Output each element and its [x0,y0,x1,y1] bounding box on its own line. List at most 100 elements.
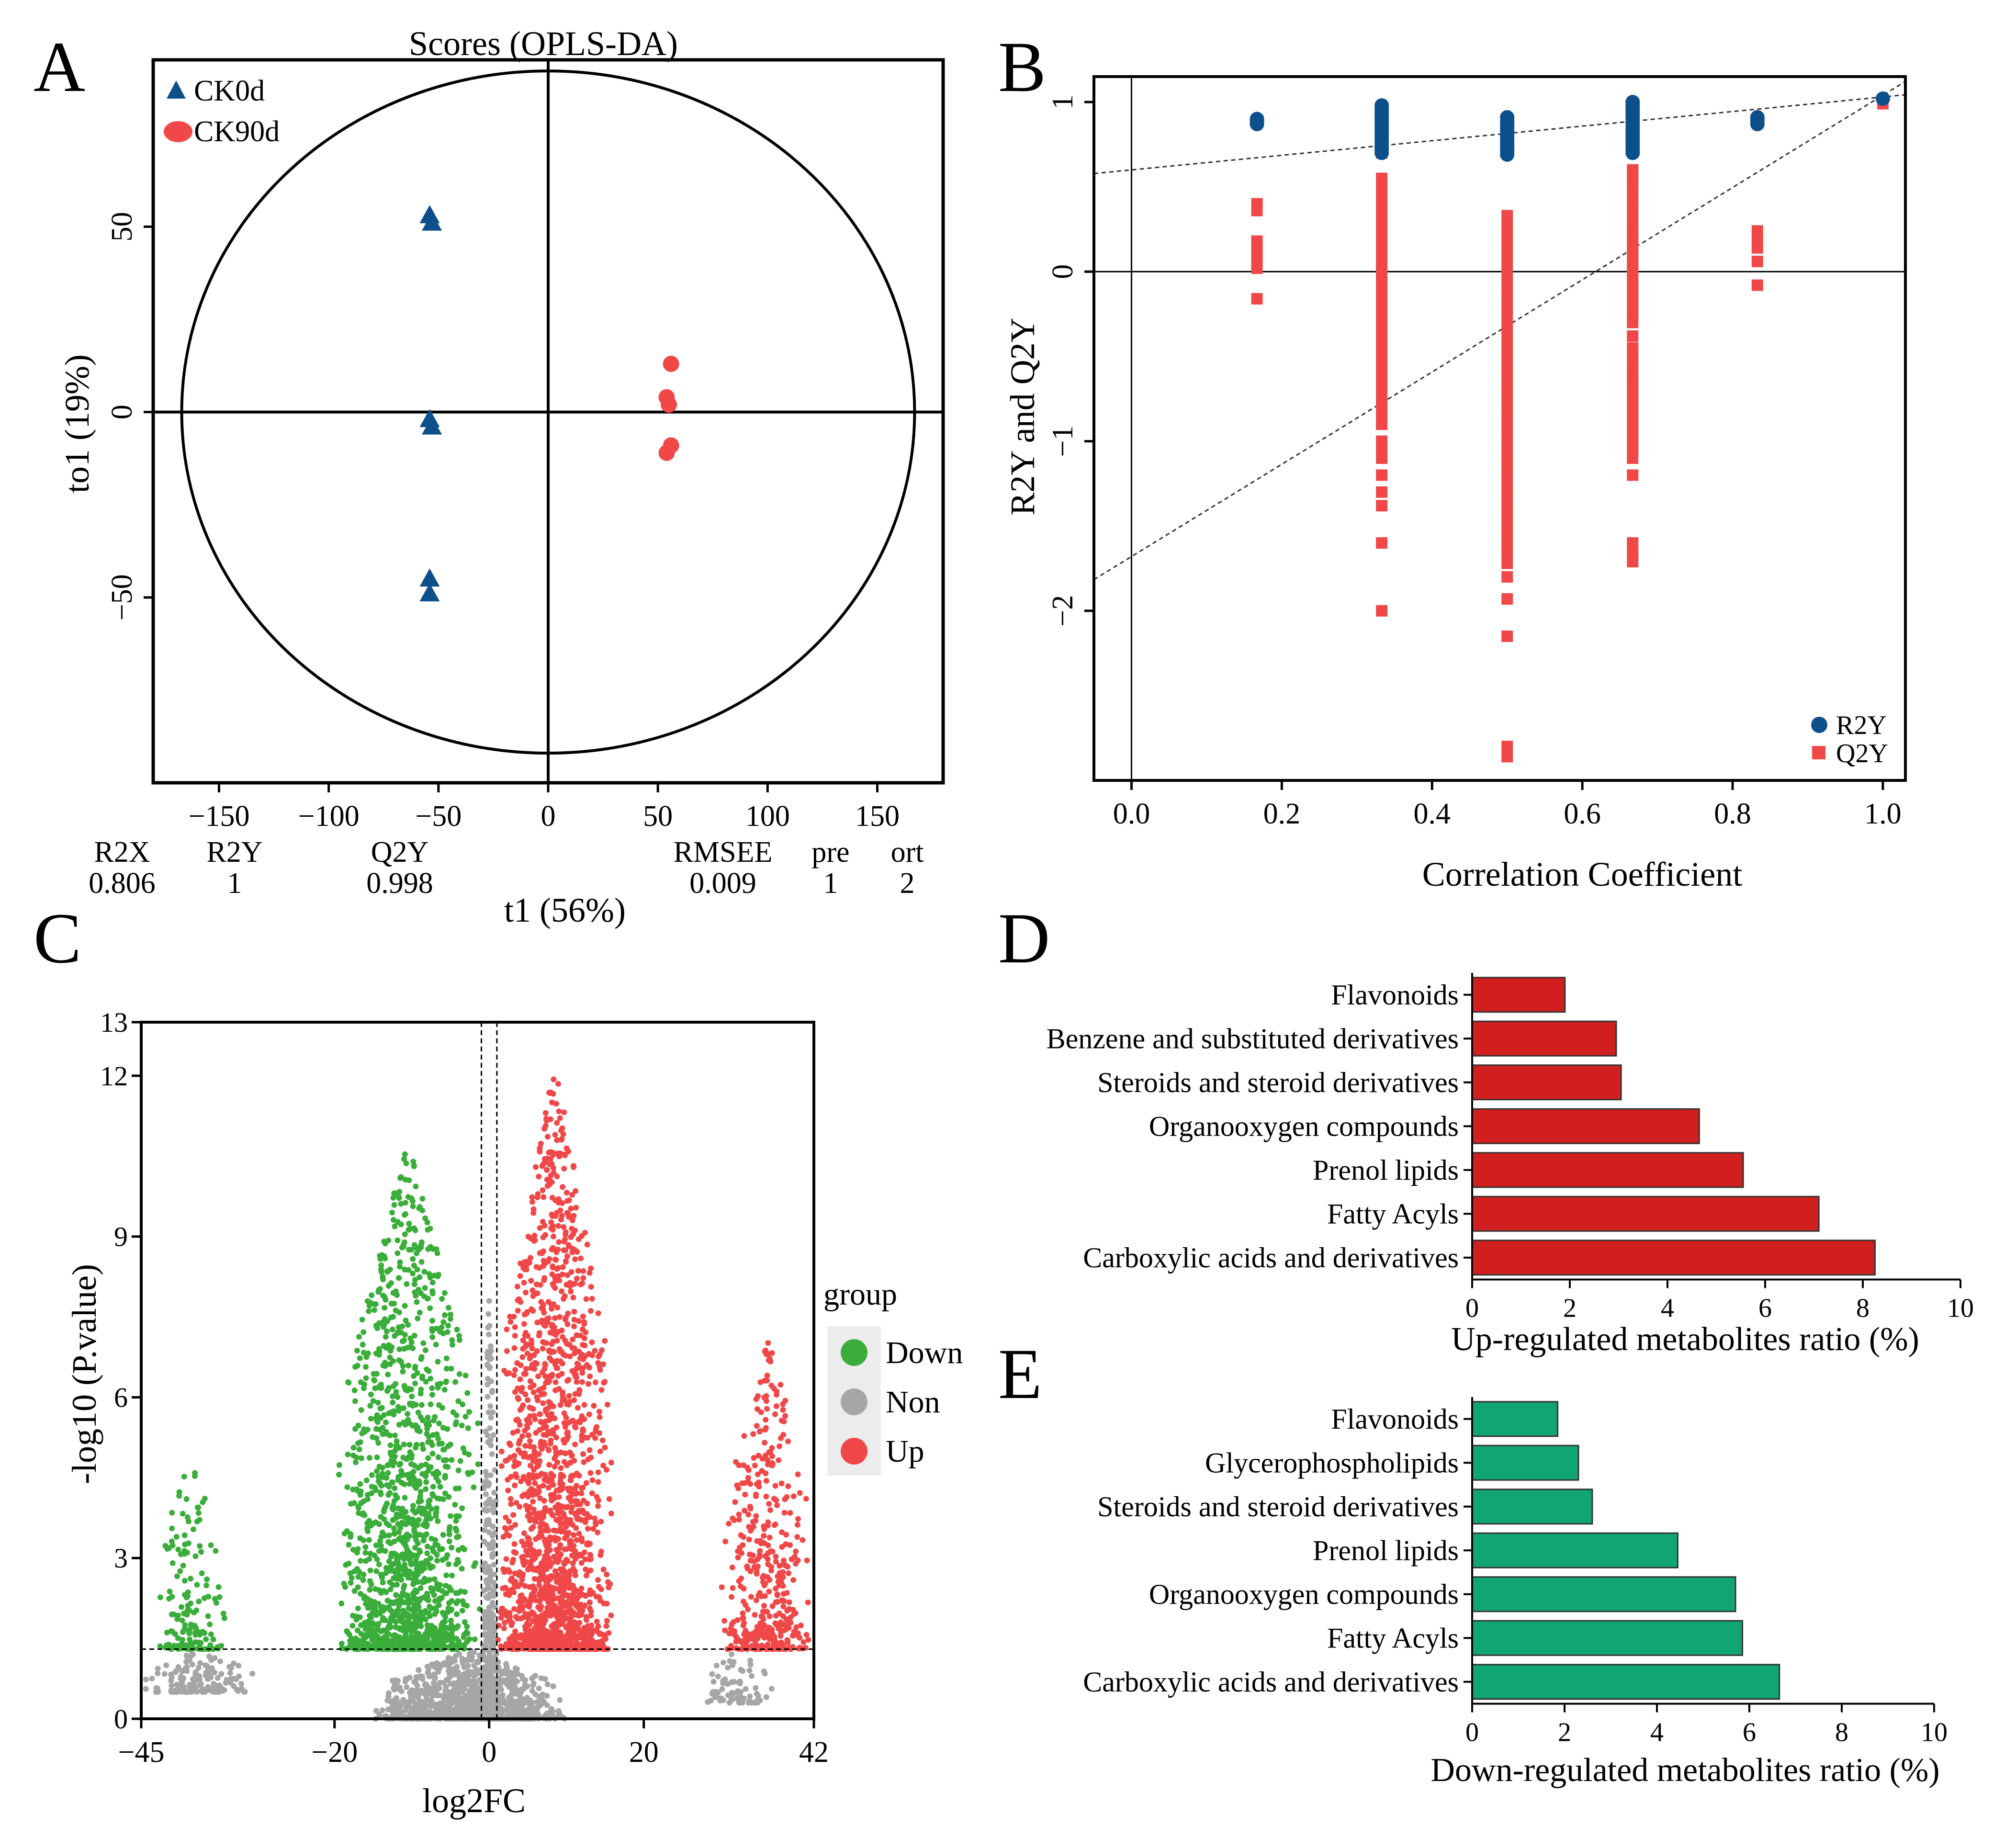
volcano-point-down-1-1302 [411,1281,417,1287]
volcano-point-non-2-346 [489,1612,495,1618]
volcano-point-down-1-1485 [370,1521,376,1527]
volcano-point-down-1-1175 [401,1481,407,1488]
volcano-point-non-1-946 [511,1671,517,1677]
volcano-point-down-0-132 [185,1602,191,1609]
volcano-point-down-1-914 [415,1465,421,1471]
volcano-point-up-0-1166 [532,1480,538,1486]
volcano-point-down-1-1456 [446,1531,452,1537]
volcano-point-non-1-748 [461,1657,467,1663]
volcano-point-down-1-259 [475,1461,481,1467]
volcano-point-down-1-429 [466,1409,472,1415]
volcano-point-up-0-973 [512,1522,518,1528]
volcano-point-down-1-604 [402,1231,408,1238]
volcano-point-up-0-1279 [547,1116,553,1122]
volcano-point-down-1-1244 [368,1614,374,1621]
volcano-point-down-1-792 [401,1156,407,1162]
volcano-point-down-1-1230 [401,1585,407,1591]
volcano-point-up-0-741 [553,1101,559,1107]
volcano-point-down-1-609 [428,1535,435,1542]
volcano-point-up-0-1226 [541,1126,548,1132]
volcano-point-down-0-111 [183,1496,190,1502]
volcano-point-non-2-137 [485,1409,492,1415]
stat-value-q2y: 0.998 [366,867,433,900]
volcano-point-up-0-1201 [517,1273,523,1279]
volcano-point-up-0-52 [589,1490,595,1497]
volcano-point-down-1-1271 [426,1629,432,1635]
volcano-point-non-2-219 [491,1489,497,1496]
volcano-point-non-1-1007 [497,1695,503,1701]
chart-a-title: Scores (OPLS-DA) [409,24,678,63]
chart-b-xtick-label-0: 0.0 [1113,798,1150,830]
volcano-point-down-1-1163 [350,1452,356,1458]
volcano-point-up-0-1262 [511,1372,517,1378]
volcano-point-up-0-39 [529,1194,535,1200]
volcano-point-non-0-122 [172,1669,179,1675]
volcano-point-non-1-725 [447,1674,453,1680]
volcano-point-down-1-1213 [388,1280,394,1286]
volcano-point-up-0-1135 [506,1440,512,1446]
volcano-point-down-1-1441 [382,1321,388,1327]
volcano-point-down-1-912 [419,1579,426,1586]
volcano-point-down-1-1179 [396,1512,403,1519]
volcano-point-down-1-1473 [378,1381,384,1387]
volcano-point-up-0-609 [589,1477,596,1483]
volcano-point-down-1-1267 [390,1634,396,1640]
volcano-point-down-1-1156 [411,1526,417,1533]
volcano-point-non-1-486 [415,1695,421,1701]
volcano-point-up-0-1223 [573,1424,579,1431]
volcano-point-non-2-319 [485,1482,491,1489]
panel-a: Scores (OPLS-DA) −150 −100 −50 0 50 100 150 −5… [58,24,945,929]
volcano-point-down-0-104 [197,1641,203,1647]
volcano-point-down-1-1197 [446,1584,452,1590]
volcano-point-non-1-977 [387,1699,394,1705]
volcano-point-up-0-1127 [515,1297,521,1303]
volcano-point-down-1-903 [353,1459,359,1466]
volcano-point-down-1-1486 [383,1640,389,1646]
volcano-point-down-1-1328 [402,1176,408,1183]
volcano-point-up-0-928 [520,1337,526,1343]
volcano-point-up-0-1203 [522,1266,528,1273]
volcano-point-up-0-600 [563,1314,569,1320]
volcano-point-non-0-4 [155,1666,161,1672]
volcano-point-non-3-22 [747,1693,753,1700]
volcano-point-down-1-1385 [355,1440,361,1446]
volcano-point-down-1-103 [357,1481,363,1487]
volcano-point-down-1-327 [388,1314,394,1320]
volcano-point-non-1-1017 [455,1696,462,1702]
volcano-point-up-0-914 [536,1332,542,1339]
volcano-point-down-1-1222 [420,1506,427,1512]
volcano-point-up-0-908 [554,1338,560,1344]
volcano-point-non-2-336 [486,1679,492,1685]
volcano-point-down-1-1454 [382,1617,388,1623]
volcano-point-up-0-1048 [529,1199,535,1205]
volcano-point-down-1-1226 [393,1619,399,1625]
volcano-point-down-1-1341 [402,1495,408,1501]
volcano-point-down-1-1313 [392,1638,398,1645]
volcano-point-down-1-991 [387,1354,393,1361]
volcano-point-non-3-64 [725,1665,731,1671]
volcano-point-up-0-388 [555,1081,562,1087]
volcano-point-down-1-54 [390,1506,396,1512]
volcano-point-up-0-1158 [524,1309,530,1315]
volcano-point-non-2-84 [489,1451,495,1457]
volcano-point-non-3-60 [747,1658,754,1664]
volcano-point-down-1-1217 [426,1610,432,1616]
volcano-point-down-1-242 [411,1263,417,1269]
volcano-point-down-1-1376 [384,1482,390,1488]
volcano-point-up-0-887 [506,1533,512,1539]
volcano-point-non-1-981 [505,1681,511,1688]
volcano-point-down-1-671 [429,1451,436,1457]
volcano-point-non-2-311 [493,1498,499,1504]
volcano-point-down-1-1208 [382,1359,388,1365]
volcano-point-up-0-1210 [539,1369,545,1376]
chart-a-xtick-label-5: 100 [745,800,790,833]
volcano-point-up-0-1145 [552,1197,559,1204]
volcano-point-non-2-310 [481,1624,487,1631]
volcano-point-down-1-855 [358,1631,364,1637]
volcano-point-down-1-454 [375,1440,382,1446]
volcano-point-down-1-1458 [404,1638,410,1644]
volcano-point-down-1-1493 [348,1534,354,1540]
volcano-point-up-0-1280 [509,1578,515,1584]
volcano-point-down-1-1098 [443,1555,449,1561]
chart-a-xticks: −150 −100 −50 0 50 100 150 [189,783,900,833]
